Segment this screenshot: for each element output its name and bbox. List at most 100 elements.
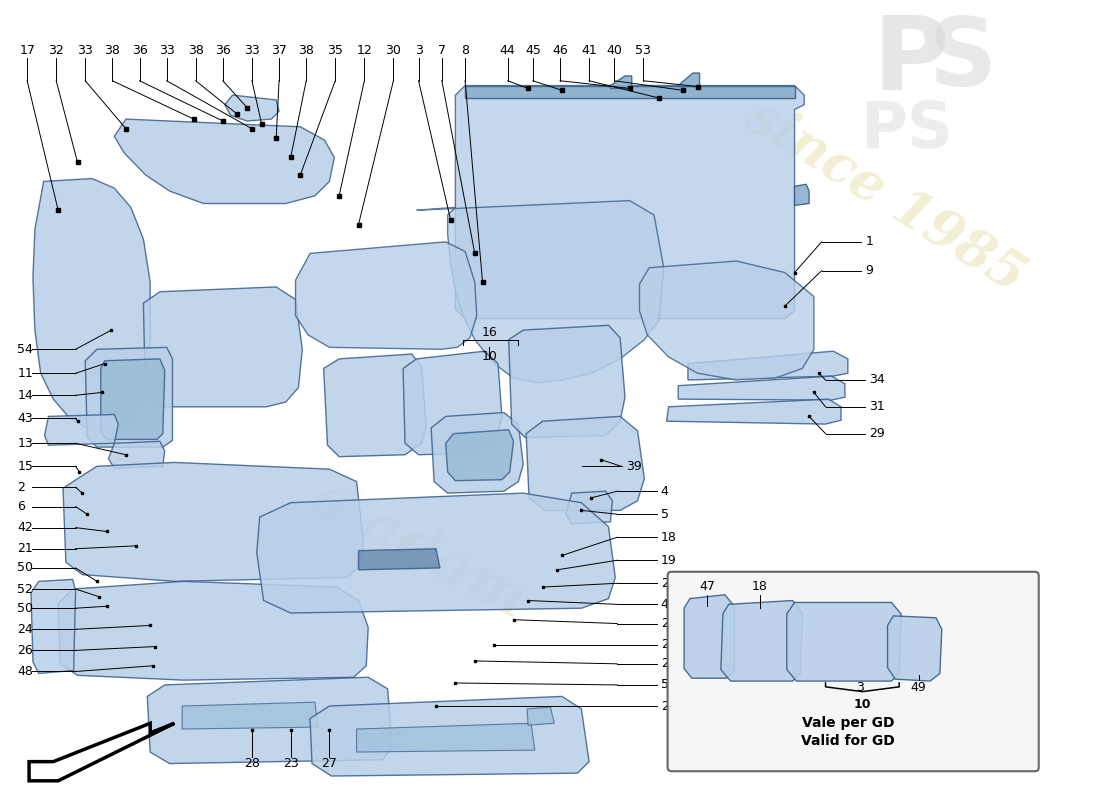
Polygon shape [688, 351, 848, 380]
Text: 6: 6 [18, 500, 25, 513]
Text: 33: 33 [77, 43, 94, 57]
Polygon shape [296, 242, 476, 350]
Text: 12: 12 [356, 43, 372, 57]
Text: 37: 37 [271, 43, 287, 57]
Polygon shape [455, 86, 804, 318]
Text: 25: 25 [661, 658, 676, 670]
Polygon shape [86, 347, 173, 447]
Polygon shape [143, 287, 302, 407]
Text: 46: 46 [552, 43, 568, 57]
Polygon shape [147, 678, 393, 763]
Polygon shape [679, 73, 700, 86]
Text: 36: 36 [214, 43, 231, 57]
Polygon shape [684, 594, 735, 678]
Polygon shape [101, 359, 165, 439]
Polygon shape [403, 351, 502, 454]
Text: 33: 33 [158, 43, 175, 57]
Polygon shape [45, 414, 118, 445]
Polygon shape [224, 95, 279, 121]
Text: 43: 43 [18, 412, 33, 425]
Text: 11: 11 [18, 366, 33, 380]
Polygon shape [527, 707, 554, 725]
Polygon shape [63, 462, 363, 582]
Polygon shape [356, 723, 535, 752]
FancyBboxPatch shape [668, 572, 1038, 771]
Text: 27: 27 [321, 757, 338, 770]
Polygon shape [58, 582, 369, 680]
Text: a adam: a adam [300, 470, 536, 630]
Text: 32: 32 [48, 43, 64, 57]
Text: 38: 38 [104, 43, 120, 57]
Text: 18: 18 [661, 530, 676, 544]
Polygon shape [29, 723, 175, 781]
Text: 16: 16 [482, 326, 497, 338]
Polygon shape [610, 76, 631, 89]
Text: 31: 31 [869, 400, 884, 414]
Polygon shape [431, 413, 524, 493]
Polygon shape [31, 579, 76, 674]
Text: 9: 9 [866, 264, 873, 277]
Text: 41: 41 [581, 43, 597, 57]
Text: 45: 45 [525, 43, 541, 57]
Text: 29: 29 [869, 427, 884, 440]
Polygon shape [359, 549, 440, 570]
Polygon shape [183, 702, 318, 729]
Text: 26: 26 [661, 699, 676, 713]
Text: 44: 44 [499, 43, 516, 57]
Text: 28: 28 [244, 757, 260, 770]
Text: 7: 7 [438, 43, 446, 57]
Polygon shape [446, 430, 514, 481]
Text: 53: 53 [636, 43, 651, 57]
Text: 15: 15 [18, 460, 33, 473]
Polygon shape [323, 354, 427, 457]
Polygon shape [679, 376, 845, 400]
Text: Valid for GD: Valid for GD [801, 734, 894, 747]
Polygon shape [465, 86, 794, 98]
Text: 25: 25 [661, 617, 676, 630]
Text: 48: 48 [18, 665, 33, 678]
Text: 3: 3 [415, 43, 422, 57]
Polygon shape [417, 201, 663, 383]
Text: 34: 34 [869, 374, 884, 386]
Polygon shape [565, 491, 613, 524]
Text: 30: 30 [385, 43, 402, 57]
Text: 42: 42 [18, 521, 33, 534]
Polygon shape [794, 184, 810, 206]
Text: 5: 5 [661, 508, 669, 521]
Text: Vale per GD: Vale per GD [802, 716, 894, 730]
Text: P: P [872, 11, 948, 112]
Text: 3: 3 [857, 681, 865, 694]
Polygon shape [256, 493, 615, 613]
Text: 38: 38 [188, 43, 204, 57]
Polygon shape [667, 399, 842, 424]
Text: PS: PS [860, 99, 954, 161]
Text: 20: 20 [661, 577, 676, 590]
Text: 26: 26 [18, 644, 33, 657]
Text: 17: 17 [19, 43, 35, 57]
Text: 35: 35 [328, 43, 343, 57]
Text: 18: 18 [751, 580, 768, 593]
Text: 2: 2 [18, 481, 25, 494]
Text: 47: 47 [700, 580, 715, 593]
Text: 54: 54 [18, 342, 33, 356]
Polygon shape [310, 697, 590, 776]
Text: 1: 1 [866, 235, 873, 248]
Text: 36: 36 [132, 43, 147, 57]
Text: 39: 39 [626, 460, 641, 473]
Polygon shape [33, 178, 151, 430]
Text: 40: 40 [606, 43, 623, 57]
Polygon shape [720, 601, 802, 681]
Text: 13: 13 [18, 437, 33, 450]
Polygon shape [114, 119, 334, 203]
Polygon shape [888, 616, 942, 681]
Text: 4: 4 [661, 485, 669, 498]
Text: 23: 23 [283, 757, 298, 770]
Polygon shape [109, 442, 165, 468]
Text: 10: 10 [854, 698, 871, 711]
Polygon shape [639, 261, 814, 380]
Polygon shape [508, 326, 625, 438]
Text: 33: 33 [244, 43, 260, 57]
Polygon shape [526, 416, 645, 510]
Text: 19: 19 [661, 554, 676, 566]
Text: 10: 10 [482, 350, 497, 363]
